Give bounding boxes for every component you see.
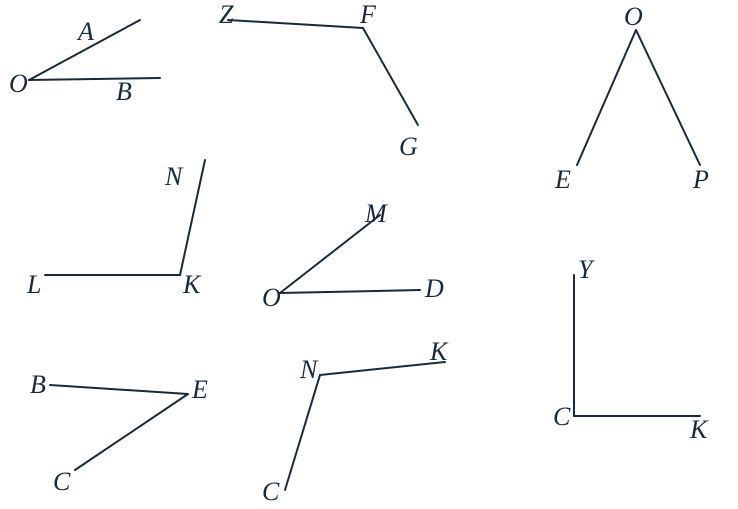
figure-angle-YCK: Y C K — [553, 255, 709, 444]
ray — [320, 362, 445, 375]
figure-angle-BEC: B E C — [30, 370, 208, 496]
figure-angle-AOB: A O B — [9, 17, 160, 106]
ray — [280, 290, 420, 293]
point-label-E: E — [191, 375, 208, 404]
point-label-K: K — [429, 337, 449, 366]
point-label-C: C — [262, 477, 280, 506]
point-label-B: B — [30, 370, 46, 399]
figure-angle-NKL: N K L — [26, 160, 205, 299]
ray — [180, 160, 205, 275]
point-label-O: O — [9, 69, 28, 98]
figure-angle-MOD: M O D — [262, 199, 444, 312]
ray — [50, 385, 188, 394]
ray — [363, 28, 418, 125]
point-label-C: C — [553, 402, 571, 431]
point-label-A: A — [76, 17, 94, 46]
figure-angle-ZFG: Z F G — [219, 0, 418, 161]
point-label-K: K — [182, 270, 202, 299]
point-label-O: O — [262, 283, 281, 312]
ray — [577, 30, 636, 165]
point-label-K: K — [689, 415, 709, 444]
point-label-L: L — [26, 270, 41, 299]
ray — [636, 30, 700, 165]
point-label-O: O — [624, 2, 643, 31]
point-label-Z: Z — [219, 0, 234, 29]
point-label-N: N — [164, 162, 184, 191]
ray — [228, 20, 363, 28]
point-label-F: F — [359, 0, 377, 29]
point-label-N: N — [299, 355, 319, 384]
ray — [285, 375, 320, 490]
point-label-M: M — [364, 199, 388, 228]
point-label-D: D — [424, 274, 444, 303]
point-label-C: C — [53, 467, 71, 496]
point-label-G: G — [399, 132, 418, 161]
point-label-P: P — [692, 165, 709, 194]
point-label-Y: Y — [578, 255, 595, 284]
figure-angle-KNC: N K C — [262, 337, 449, 506]
ray — [75, 394, 188, 470]
point-label-E: E — [554, 165, 571, 194]
ray — [29, 78, 160, 80]
figure-angle-EOP: O E P — [554, 2, 709, 194]
point-label-B: B — [116, 77, 132, 106]
